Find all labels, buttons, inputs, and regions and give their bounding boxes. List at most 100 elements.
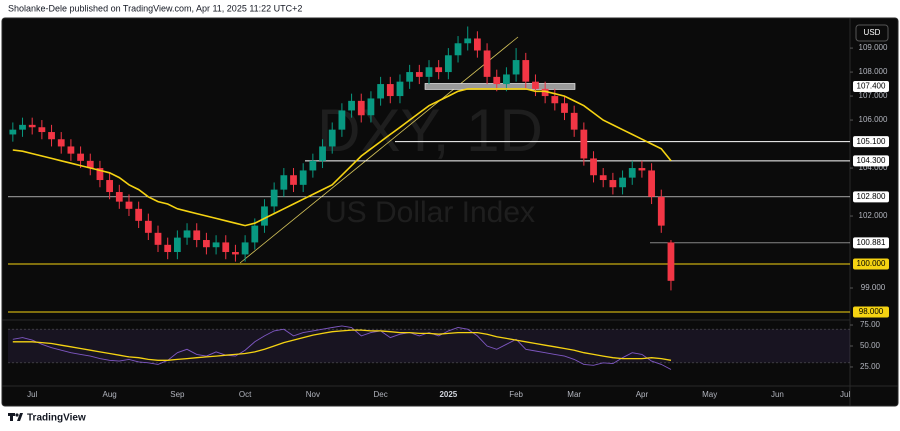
x-tick-label: Jun (771, 390, 784, 399)
x-tick-label: Oct (239, 390, 252, 399)
candle-body (648, 170, 655, 197)
candle-body (173, 237, 181, 253)
candle-body (561, 103, 568, 113)
level-label: 105.100 (857, 137, 886, 146)
candle-body (348, 100, 355, 111)
level-label: 102.800 (857, 192, 886, 201)
candle-body (367, 98, 375, 116)
candle-body (183, 230, 191, 238)
x-tick-label: Jul (27, 390, 37, 399)
candle-body (338, 110, 346, 130)
brand-logo (8, 413, 23, 421)
x-tick-label: Sep (170, 390, 185, 399)
candle-body (541, 88, 549, 97)
candle-body (38, 127, 46, 133)
x-tick-label: Mar (567, 390, 581, 399)
currency-button[interactable] (855, 24, 889, 42)
level-tag (853, 237, 889, 249)
level-tag (853, 136, 889, 148)
candle-body (522, 60, 530, 82)
moving-average (12, 88, 672, 227)
candle-body (19, 124, 26, 130)
level-label: 98.000 (859, 307, 884, 316)
candle-body (57, 139, 65, 147)
y-tick-label: 106.000 (859, 115, 888, 124)
x-tick-label: 2025 (439, 390, 457, 399)
x-tick-label: Feb (509, 390, 523, 399)
candle-body (580, 129, 588, 159)
y-tick-label: 104.000 (859, 163, 888, 172)
candle-body (328, 129, 336, 147)
candle-body (483, 50, 491, 77)
candle-body (512, 60, 520, 75)
candle-body (474, 38, 481, 51)
candle-body (657, 196, 665, 226)
x-tick-label: Nov (306, 390, 320, 399)
candle-body (667, 242, 675, 281)
level-label: 104.300 (857, 156, 886, 165)
candle-body (503, 74, 510, 85)
y-tick-label: 99.000 (861, 283, 886, 292)
x-tick-label: Apr (636, 390, 649, 399)
candle-body (270, 189, 278, 207)
publish-info: Sholanke-Dele published on TradingView.c… (8, 3, 302, 13)
trend-line (239, 36, 519, 264)
y-tick-label: 107.000 (859, 91, 888, 100)
candle-body (67, 146, 75, 154)
candle-body (590, 158, 597, 176)
candle-body (638, 168, 646, 171)
candle-body (9, 129, 17, 135)
candle-body (290, 175, 297, 185)
candle-body (193, 230, 201, 241)
candle-body (28, 124, 36, 128)
rsi-tick-label: 75.00 (860, 320, 881, 329)
candle-body (619, 177, 626, 188)
candle-body (280, 175, 288, 190)
level-tag (853, 80, 889, 92)
level-tag (853, 191, 889, 203)
candle-body (628, 168, 636, 178)
candle-body (377, 84, 384, 99)
candle-body (299, 170, 307, 185)
candle-body (251, 225, 259, 243)
candle-body (406, 72, 414, 82)
level-label: 100.881 (857, 238, 886, 247)
y-tick-label: 109.000 (859, 43, 888, 52)
candle-body (570, 112, 578, 130)
candle-body (125, 201, 133, 209)
rsi-band (8, 329, 850, 363)
brand-name: TradingView (27, 413, 86, 424)
candle-body (77, 153, 84, 161)
candle-body (425, 67, 433, 77)
level-label: 100.000 (857, 259, 886, 268)
candle-body (212, 242, 220, 248)
level-tag (853, 306, 889, 318)
x-tick-label: Jul (840, 390, 850, 399)
candle-body (222, 242, 230, 253)
x-tick-label: Aug (103, 390, 117, 399)
candle-body (232, 252, 239, 255)
candle-body (551, 96, 559, 104)
candle-body (444, 55, 452, 73)
candle-body (261, 206, 268, 226)
y-tick-label: 108.000 (859, 67, 888, 76)
x-tick-label: Dec (373, 390, 387, 399)
candle-body (415, 72, 423, 77)
currency-label: USD (864, 28, 881, 37)
candle-body (396, 81, 404, 97)
rsi-tick-label: 25.00 (860, 362, 881, 371)
candle-body (386, 84, 394, 97)
candle-body (203, 240, 210, 248)
candle-body (309, 160, 317, 171)
candle-body (241, 242, 249, 255)
candle-body (144, 220, 152, 233)
candle-body (357, 100, 365, 116)
rsi-line (12, 325, 672, 370)
candle-body (319, 146, 326, 161)
level-tag (853, 155, 889, 167)
candle-body (609, 180, 617, 188)
candle-body (164, 244, 172, 253)
rsi-average (12, 329, 672, 361)
candle-body (599, 175, 607, 181)
